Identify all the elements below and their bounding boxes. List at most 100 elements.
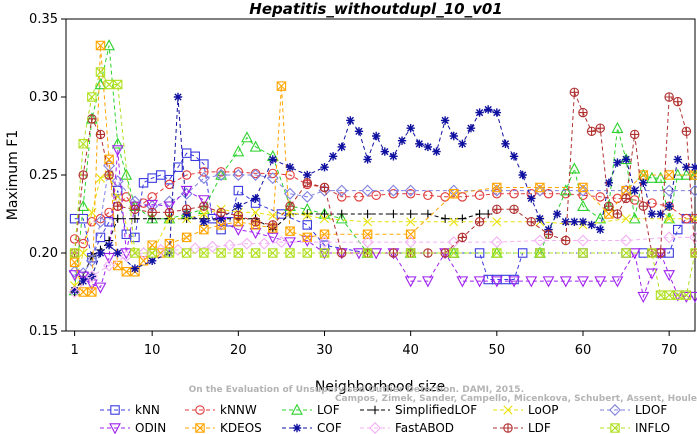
data-point-kdeos	[147, 240, 157, 250]
data-point-cof	[682, 163, 691, 172]
legend-item-odin: ODIN	[100, 421, 166, 434]
data-point-ldf	[604, 201, 614, 211]
legend-item-ldf: LDF	[493, 421, 551, 434]
data-point-knn	[104, 217, 114, 227]
data-point-cof	[216, 214, 226, 223]
data-point-loop	[664, 214, 674, 224]
data-point-cof	[492, 108, 502, 117]
data-point-knnw	[543, 188, 554, 199]
chart-title: Hepatitis_withoutdupl_10_v01	[249, 0, 502, 18]
data-point-simplifiedlof	[320, 209, 329, 219]
data-point-ldof	[404, 184, 417, 197]
legend-label-lof: LOF	[317, 403, 340, 417]
x-tick-label: 10	[144, 343, 161, 358]
data-point-loop	[268, 210, 278, 221]
data-point-cof	[397, 136, 407, 145]
data-point-cof	[449, 131, 458, 141]
data-point-inflo	[199, 248, 209, 258]
data-point-odin	[663, 270, 676, 282]
data-point-cof	[458, 139, 467, 148]
data-point-cof	[320, 163, 329, 172]
data-point-knnw	[492, 188, 502, 199]
data-point-odin	[490, 276, 503, 288]
data-point-cof	[630, 186, 639, 195]
data-point-ldf	[561, 235, 571, 246]
data-point-kdeos	[69, 257, 80, 268]
data-point-cof	[501, 139, 510, 148]
data-point-inflo	[250, 248, 261, 258]
data-point-loop	[492, 217, 502, 227]
series-line-knn	[74, 152, 695, 280]
data-point-fastabod	[490, 236, 503, 249]
data-point-ldof	[85, 254, 98, 267]
data-point-fastabod	[154, 243, 167, 256]
data-point-odin	[77, 271, 90, 283]
data-point-kdeos	[319, 229, 330, 240]
data-point-cof	[647, 209, 657, 219]
data-point-fastabod	[85, 270, 98, 283]
data-point-cof	[113, 248, 122, 258]
legend-label-knn: kNN	[135, 403, 160, 417]
data-point-odin	[637, 291, 650, 304]
data-point-inflo	[216, 248, 226, 258]
data-point-cof	[518, 170, 527, 180]
data-point-odin	[197, 195, 210, 207]
data-point-loop	[78, 248, 88, 258]
data-point-knnw	[405, 188, 416, 199]
data-point-cof	[587, 220, 596, 230]
legend: kNN kNNW LOF SimplifiedLOF LoOP LDOF ODIN KDEOS…	[100, 403, 670, 434]
data-point-ldf	[147, 207, 157, 218]
data-point-ldof	[197, 172, 210, 185]
legend-item-kdeos: KDEOS	[185, 421, 262, 434]
data-point-cof	[673, 155, 682, 164]
series-knn	[69, 148, 697, 285]
series-line-cof	[74, 96, 695, 291]
data-point-cof	[432, 147, 441, 156]
data-point-lof	[111, 137, 124, 149]
series-loop	[70, 170, 697, 291]
data-point-odin	[266, 232, 279, 244]
data-point-cof	[621, 155, 631, 164]
data-point-knn	[302, 220, 313, 230]
data-point-cof	[440, 116, 450, 125]
data-point-inflo	[319, 248, 330, 258]
data-point-kdeos	[638, 170, 649, 180]
data-point-knnw	[104, 207, 114, 218]
data-point-ldof	[284, 187, 297, 200]
data-point-kdeos	[87, 287, 97, 297]
data-point-odin	[577, 276, 589, 288]
data-point-cof	[251, 194, 260, 203]
data-point-ldf	[526, 217, 537, 227]
data-point-cof	[406, 124, 415, 133]
credit-line-2: On the Evaluation of Unsupervised Outlie…	[189, 385, 524, 395]
data-point-kdeos	[492, 182, 502, 193]
data-point-inflo	[233, 248, 244, 258]
data-point-ldof	[335, 184, 348, 197]
legend-marker-ldof	[609, 404, 621, 416]
legend-marker-inflo	[610, 423, 620, 433]
data-point-loop	[449, 217, 459, 227]
data-point-kdeos	[604, 209, 614, 219]
data-point-inflo	[164, 248, 175, 258]
data-point-cof	[303, 170, 312, 180]
data-point-inflo	[578, 248, 588, 258]
data-point-inflo	[78, 139, 88, 149]
data-point-knn	[276, 209, 287, 219]
data-point-fastabod	[620, 234, 633, 247]
data-point-fastabod	[577, 234, 589, 247]
data-point-ldf	[216, 207, 226, 218]
data-point-knnw	[95, 213, 106, 224]
data-point-lof	[215, 168, 228, 180]
data-point-lof	[654, 171, 667, 183]
legend-item-knn: kNN	[100, 403, 160, 417]
x-tick-label: 20	[230, 343, 247, 358]
data-point-ldf	[681, 126, 692, 137]
data-point-ldf	[595, 123, 605, 133]
data-point-fastabod	[663, 231, 676, 244]
data-point-ldf	[655, 248, 666, 258]
legend-label-odin: ODIN	[135, 421, 166, 434]
data-point-simplifiedlof	[389, 209, 398, 219]
data-point-cof	[363, 155, 372, 164]
data-point-odin	[508, 276, 520, 288]
